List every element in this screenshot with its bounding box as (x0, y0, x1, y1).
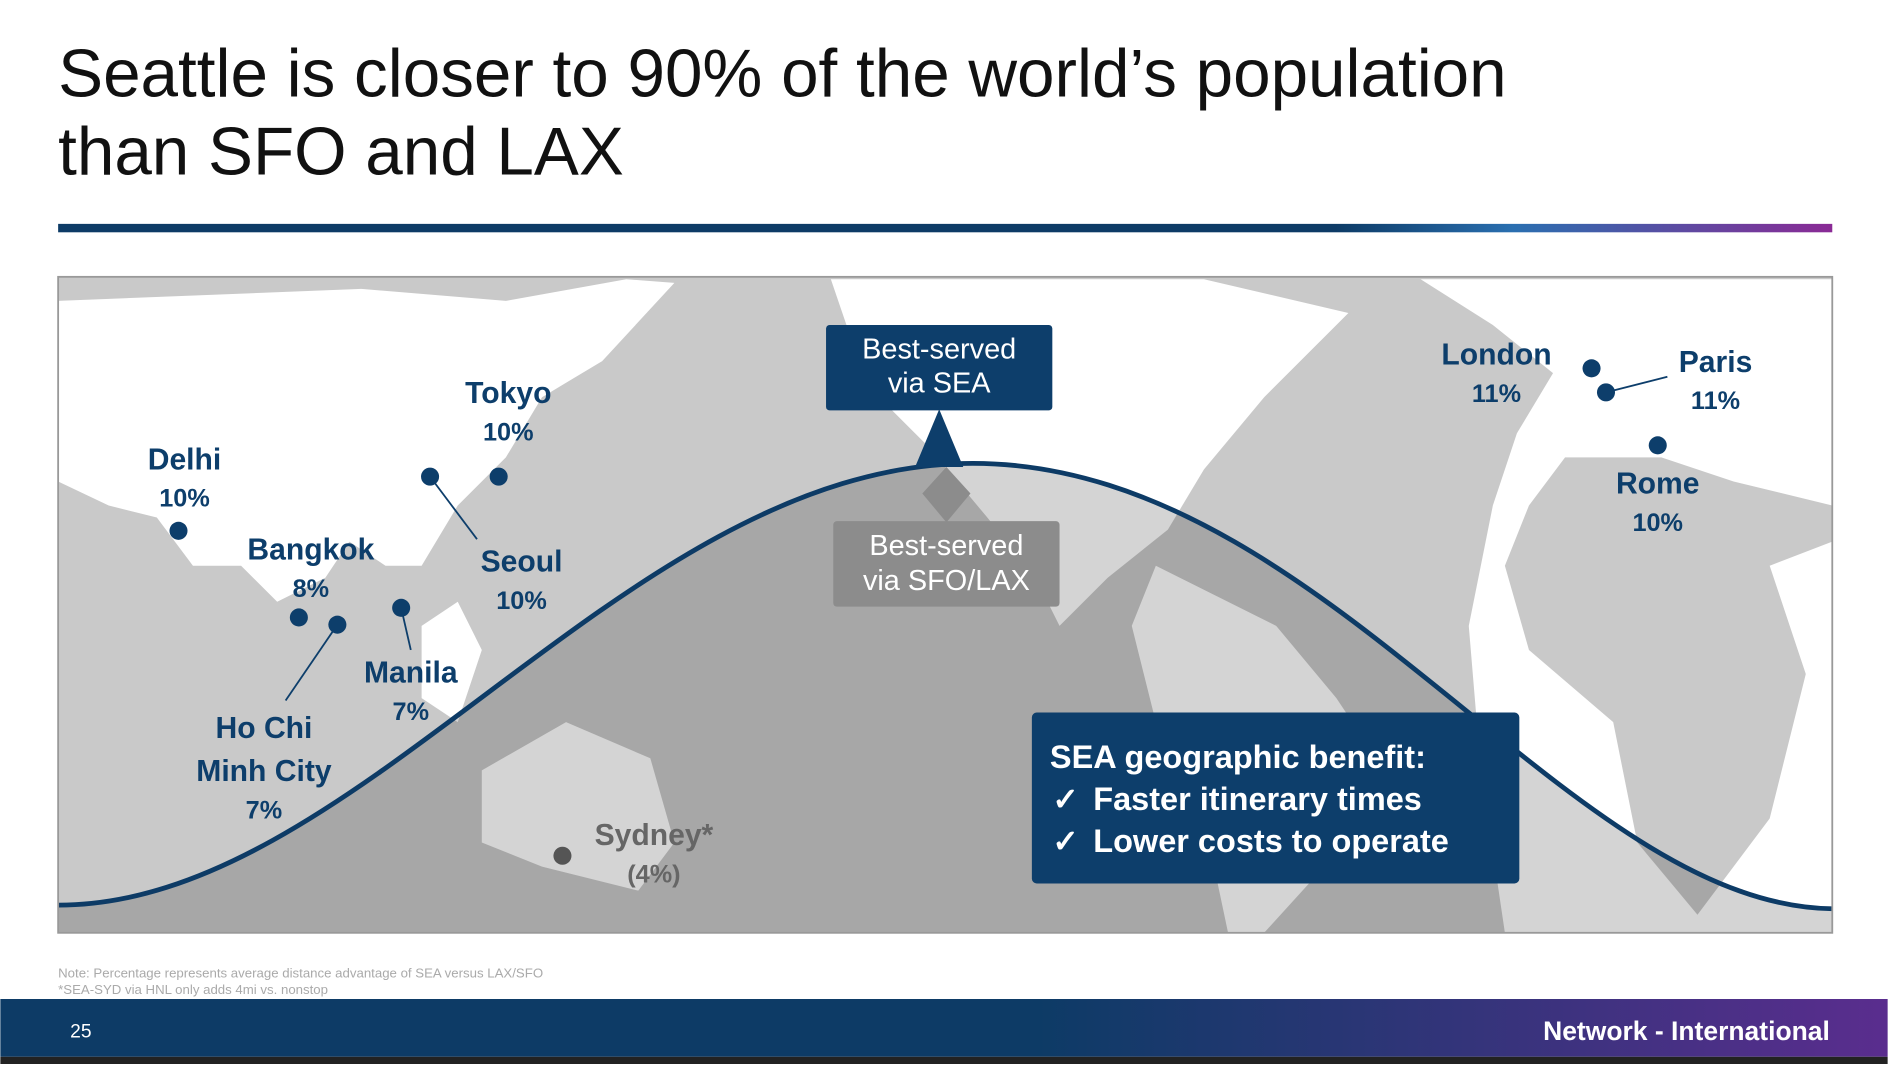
city-share: 8% (293, 575, 330, 603)
city-name: Manila (364, 656, 458, 689)
city-dot (1582, 359, 1601, 378)
title-line: Seattle is closer to 90% of the world’s … (58, 36, 1507, 111)
city-name: Paris (1679, 346, 1753, 379)
note: *SEA-SYD via HNL only adds 4mi vs. nonst… (58, 982, 328, 997)
city-dot (1648, 436, 1667, 455)
benefit-heading: SEA geographic benefit: (1050, 739, 1426, 775)
city-name: Minh City (196, 755, 332, 788)
callout-pointer (915, 409, 964, 468)
leader-line (284, 624, 339, 702)
check: ✓ (1052, 782, 1078, 817)
callout-text: Best-served (862, 334, 1016, 366)
check: ✓ (1052, 824, 1078, 859)
city-dot (328, 615, 347, 634)
note: Note: Percentage represents average dist… (58, 965, 543, 980)
cities: Delhi 10% Tokyo 10% Seoul 10% Bangkok 8% Manila 7… (148, 339, 1753, 889)
city-dot (553, 846, 572, 865)
city-name: Delhi (148, 443, 222, 476)
city-share: 10% (1632, 509, 1683, 537)
city-share: 7% (246, 796, 283, 824)
city-share: 10% (483, 419, 534, 447)
city-share: 10% (159, 485, 210, 513)
benefit-box (1031, 712, 1520, 884)
city-dot (489, 467, 508, 486)
city-share: 7% (393, 698, 430, 726)
city-share: 10% (496, 587, 547, 615)
callout-sfo-lax (833, 521, 1060, 607)
benefit-item: Faster itinerary times (1093, 781, 1422, 817)
city-name: London (1441, 339, 1551, 372)
city-dot (392, 598, 411, 617)
callout-text: Best-served (869, 530, 1023, 562)
city-name: Bangkok (247, 534, 374, 567)
city-name: Tokyo (465, 377, 551, 410)
city-share: 11% (1472, 380, 1521, 408)
leader-line (1605, 375, 1668, 394)
callout-pointer (922, 467, 971, 523)
city-share: 11% (1691, 387, 1740, 415)
footer-section: Network - International (1543, 1016, 1830, 1046)
callout-text: via SEA (888, 367, 991, 399)
city-name: Rome (1616, 467, 1700, 500)
city-name: Sydney* (595, 819, 714, 852)
city-name: Ho Chi (216, 712, 313, 745)
benefit-item: Lower costs to operate (1093, 823, 1449, 859)
city-dot (169, 521, 188, 540)
footer-bar (0, 999, 1888, 1057)
map-frame (57, 275, 1834, 934)
callout-text: via SFO/LAX (863, 565, 1030, 597)
city-dot (421, 467, 440, 486)
footer-edge (0, 1056, 1888, 1064)
city-name: Seoul (481, 546, 563, 579)
callout-sea (826, 324, 1053, 411)
leader-line (429, 476, 478, 540)
city-share: (4%) (627, 860, 680, 888)
boundary-curve (58, 460, 1833, 912)
city-dot (289, 608, 308, 627)
city-dot (1596, 383, 1616, 402)
title-line: than SFO and LAX (58, 115, 624, 190)
page-number: 25 (70, 1022, 91, 1043)
title-rule (58, 223, 1833, 233)
